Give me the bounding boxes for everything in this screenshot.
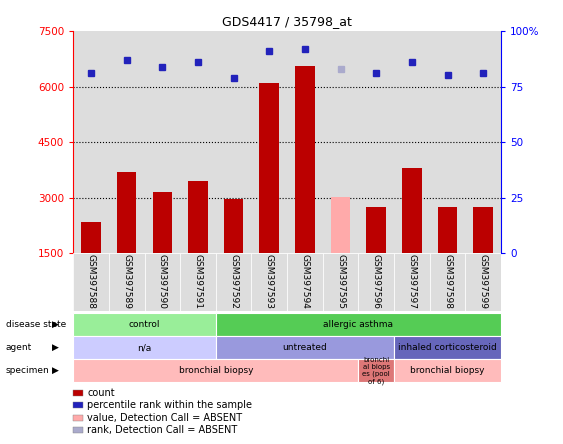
Bar — [359, 253, 394, 311]
Bar — [188, 181, 208, 309]
Bar — [430, 253, 466, 311]
Text: count: count — [87, 388, 115, 398]
Text: GSM397595: GSM397595 — [336, 254, 345, 309]
Text: inhaled corticosteroid: inhaled corticosteroid — [398, 343, 497, 352]
Bar — [81, 222, 101, 309]
Bar — [323, 253, 359, 311]
Bar — [394, 31, 430, 253]
Text: GSM397596: GSM397596 — [372, 254, 381, 309]
Bar — [359, 31, 394, 253]
Bar — [117, 172, 136, 309]
Bar — [394, 253, 430, 311]
Text: disease state: disease state — [6, 320, 66, 329]
Bar — [252, 253, 287, 311]
Text: ▶: ▶ — [52, 343, 59, 352]
Bar — [438, 207, 457, 309]
Bar — [323, 31, 359, 253]
Bar — [216, 253, 252, 311]
Text: value, Detection Call = ABSENT: value, Detection Call = ABSENT — [87, 413, 243, 423]
Title: GDS4417 / 35798_at: GDS4417 / 35798_at — [222, 16, 352, 28]
Text: GSM397590: GSM397590 — [158, 254, 167, 309]
Text: GSM397588: GSM397588 — [87, 254, 96, 309]
Text: bronchial biopsy: bronchial biopsy — [178, 366, 253, 375]
Text: GSM397598: GSM397598 — [443, 254, 452, 309]
Bar — [216, 31, 252, 253]
Bar — [145, 253, 180, 311]
Bar — [466, 253, 501, 311]
Bar — [153, 192, 172, 309]
Text: ▶: ▶ — [52, 366, 59, 375]
Bar — [73, 31, 109, 253]
Text: untreated: untreated — [283, 343, 327, 352]
Bar — [466, 31, 501, 253]
Text: n/a: n/a — [137, 343, 151, 352]
Text: GSM397594: GSM397594 — [301, 254, 310, 309]
Bar — [430, 31, 466, 253]
Text: specimen: specimen — [6, 366, 50, 375]
Text: GSM397593: GSM397593 — [265, 254, 274, 309]
Text: allergic asthma: allergic asthma — [323, 320, 394, 329]
Bar — [180, 31, 216, 253]
Text: GSM397589: GSM397589 — [122, 254, 131, 309]
Bar — [252, 31, 287, 253]
Text: control: control — [129, 320, 160, 329]
Bar — [180, 253, 216, 311]
Bar — [287, 253, 323, 311]
Bar — [109, 253, 145, 311]
Text: GSM397599: GSM397599 — [479, 254, 488, 309]
Text: GSM397597: GSM397597 — [408, 254, 417, 309]
Bar — [402, 168, 422, 309]
Bar — [331, 197, 350, 309]
Bar — [473, 207, 493, 309]
Text: rank, Detection Call = ABSENT: rank, Detection Call = ABSENT — [87, 425, 238, 435]
Bar — [109, 31, 145, 253]
Text: percentile rank within the sample: percentile rank within the sample — [87, 400, 252, 410]
Bar — [260, 83, 279, 309]
Bar — [367, 207, 386, 309]
Text: GSM397591: GSM397591 — [194, 254, 203, 309]
Text: agent: agent — [6, 343, 32, 352]
Bar — [295, 66, 315, 309]
Text: bronchi
al biops
es (pool
of 6): bronchi al biops es (pool of 6) — [363, 357, 390, 385]
Text: GSM397592: GSM397592 — [229, 254, 238, 309]
Bar — [73, 253, 109, 311]
Bar — [224, 199, 243, 309]
Bar — [287, 31, 323, 253]
Bar — [145, 31, 180, 253]
Text: bronchial biopsy: bronchial biopsy — [410, 366, 485, 375]
Text: ▶: ▶ — [52, 320, 59, 329]
